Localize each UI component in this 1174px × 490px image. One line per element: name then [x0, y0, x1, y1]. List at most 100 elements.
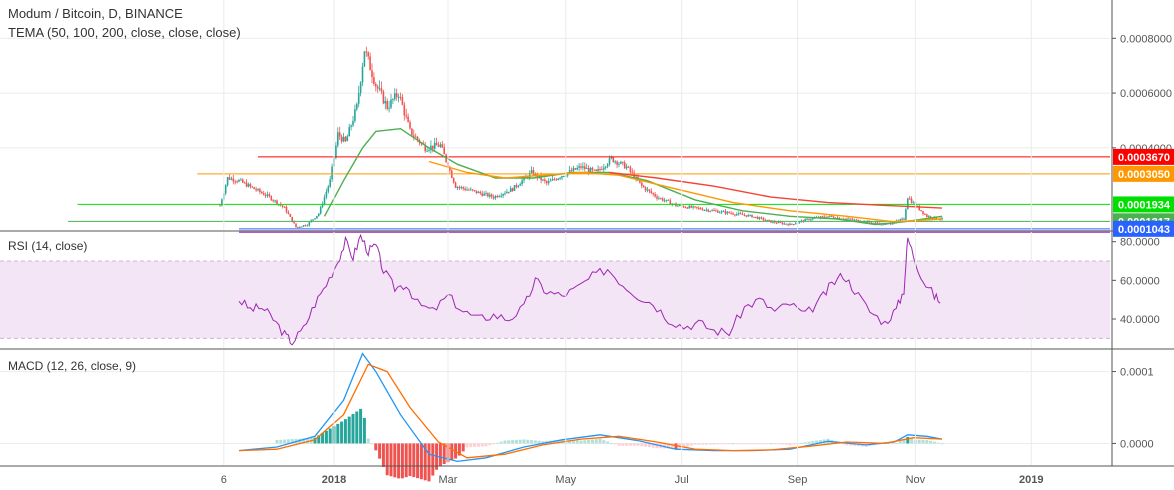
candle-body[interactable]	[549, 180, 552, 182]
candle-body[interactable]	[660, 198, 662, 200]
candle-body[interactable]	[340, 136, 343, 142]
candle-body[interactable]	[380, 88, 383, 92]
candle-body[interactable]	[494, 195, 497, 199]
candle-body[interactable]	[865, 221, 867, 223]
candle-body[interactable]	[612, 157, 615, 163]
candle-body[interactable]	[764, 220, 767, 222]
candle-body[interactable]	[810, 219, 812, 221]
candle-body[interactable]	[544, 179, 546, 182]
candle-body[interactable]	[388, 107, 390, 109]
candle-body[interactable]	[253, 187, 255, 190]
candle-body[interactable]	[627, 166, 630, 168]
candle-body[interactable]	[589, 167, 592, 172]
candle-body[interactable]	[397, 96, 400, 98]
candle-body[interactable]	[331, 166, 333, 180]
candle-body[interactable]	[924, 213, 926, 215]
candle-body[interactable]	[354, 109, 356, 121]
candle-body[interactable]	[346, 136, 349, 142]
candle-body[interactable]	[739, 213, 742, 215]
candle-body[interactable]	[365, 51, 368, 53]
candle-body[interactable]	[726, 211, 729, 214]
candle-body[interactable]	[375, 83, 377, 87]
candle-body[interactable]	[876, 222, 879, 224]
candle-body[interactable]	[266, 194, 269, 196]
candle-body[interactable]	[299, 226, 301, 228]
candle-body[interactable]	[521, 180, 523, 185]
candle-body[interactable]	[774, 221, 776, 223]
candle-body[interactable]	[356, 103, 358, 110]
candle-body[interactable]	[737, 213, 740, 215]
candle-body[interactable]	[264, 195, 267, 197]
candle-body[interactable]	[709, 210, 711, 212]
candle-body[interactable]	[686, 207, 689, 209]
candle-body[interactable]	[376, 86, 379, 89]
candle-body[interactable]	[891, 223, 894, 225]
candle-body[interactable]	[705, 209, 708, 211]
candle-body[interactable]	[435, 142, 438, 146]
candle-body[interactable]	[534, 173, 537, 176]
candle-body[interactable]	[905, 209, 907, 220]
candle-body[interactable]	[224, 185, 227, 194]
candle-body[interactable]	[832, 216, 835, 218]
candle-body[interactable]	[783, 223, 786, 225]
candle-body[interactable]	[281, 205, 284, 207]
candle-body[interactable]	[413, 135, 415, 137]
candle-body[interactable]	[490, 194, 493, 197]
candle-body[interactable]	[338, 132, 341, 137]
candle-body[interactable]	[851, 219, 854, 221]
candle-body[interactable]	[477, 191, 480, 194]
candle-body[interactable]	[698, 207, 700, 209]
candle-body[interactable]	[870, 222, 873, 224]
candle-body[interactable]	[741, 213, 744, 215]
candle-body[interactable]	[831, 215, 833, 217]
candle-body[interactable]	[337, 132, 339, 146]
candle-body[interactable]	[576, 167, 578, 170]
candle-body[interactable]	[696, 206, 698, 208]
candle-body[interactable]	[692, 206, 694, 208]
candle-body[interactable]	[506, 191, 508, 194]
candle-body[interactable]	[287, 212, 290, 215]
candle-body[interactable]	[578, 166, 580, 168]
candle-body[interactable]	[591, 167, 594, 170]
candle-body[interactable]	[713, 210, 715, 212]
candle-body[interactable]	[462, 187, 464, 189]
candle-body[interactable]	[766, 219, 768, 221]
candle-body[interactable]	[403, 104, 406, 116]
candle-body[interactable]	[470, 189, 472, 191]
candle-body[interactable]	[756, 216, 759, 220]
candle-body[interactable]	[312, 219, 314, 221]
candle-body[interactable]	[787, 224, 789, 226]
candle-body[interactable]	[390, 99, 392, 108]
candle-body[interactable]	[728, 211, 730, 214]
candle-body[interactable]	[572, 168, 575, 172]
candle-body[interactable]	[644, 187, 647, 191]
candle-body[interactable]	[614, 161, 616, 163]
candle-body[interactable]	[610, 157, 613, 159]
candle-body[interactable]	[768, 219, 770, 221]
candle-body[interactable]	[238, 179, 240, 182]
candle-body[interactable]	[382, 91, 385, 104]
candle-body[interactable]	[688, 205, 691, 209]
candle-body[interactable]	[717, 210, 719, 213]
candle-body[interactable]	[772, 221, 774, 223]
candle-body[interactable]	[745, 215, 748, 217]
candle-body[interactable]	[458, 187, 461, 189]
candle-body[interactable]	[574, 168, 577, 170]
candle-body[interactable]	[603, 167, 605, 170]
candle-body[interactable]	[753, 216, 755, 218]
candle-body[interactable]	[762, 218, 765, 221]
candle-body[interactable]	[798, 221, 801, 223]
candle-body[interactable]	[587, 167, 590, 172]
candle-body[interactable]	[452, 177, 455, 183]
candle-body[interactable]	[743, 214, 746, 216]
candle-body[interactable]	[559, 177, 561, 179]
candle-body[interactable]	[407, 116, 409, 123]
candle-body[interactable]	[255, 189, 257, 191]
candle-body[interactable]	[242, 179, 244, 183]
candle-body[interactable]	[926, 214, 928, 217]
candle-body[interactable]	[553, 179, 556, 181]
candle-body[interactable]	[699, 208, 702, 210]
price-panel[interactable]	[0, 37, 1110, 233]
candle-body[interactable]	[703, 209, 706, 211]
candle-body[interactable]	[601, 169, 603, 171]
